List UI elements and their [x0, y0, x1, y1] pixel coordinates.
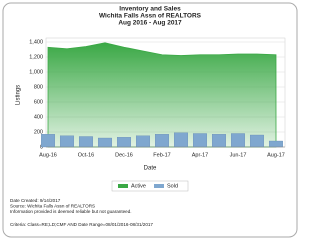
- bar: [60, 135, 74, 148]
- footer-note: Criteria: Class=RE;LD;CMF AND Date Range…: [10, 222, 153, 227]
- bar: [98, 137, 112, 148]
- y-tick-label: 1,000: [29, 69, 43, 75]
- bar: [250, 134, 264, 148]
- x-tick-label: Oct-16: [78, 152, 95, 158]
- y-tick-label: 1,400: [29, 39, 43, 45]
- legend-box: [111, 180, 189, 192]
- bar: [117, 137, 131, 148]
- legend-label: Active: [131, 183, 146, 189]
- bar: [231, 133, 245, 148]
- x-tick-label: Apr-17: [192, 152, 209, 158]
- x-tick-label: Dec-16: [115, 152, 133, 158]
- bar: [79, 136, 93, 148]
- footer-note: Date Created: 9/14/2017: [10, 198, 61, 203]
- bar: [155, 134, 169, 148]
- legend-label: Sold: [167, 183, 178, 189]
- x-axis-label: Date: [144, 166, 157, 172]
- area: [47, 42, 277, 148]
- chart-title: Inventory and Sales: [119, 6, 181, 13]
- chart-period: Aug 2016 - Aug 2017: [118, 20, 182, 27]
- bar: [212, 134, 226, 148]
- footer-note: Information provided is deemed reliable …: [10, 209, 132, 214]
- y-tick-label: 0: [40, 144, 43, 150]
- legend-swatch: [154, 184, 164, 188]
- bar: [174, 132, 188, 148]
- footer-note: Source: Wichita Falls Assn of REALTORS: [10, 204, 95, 209]
- bar: [269, 140, 283, 148]
- y-tick-label: 600: [34, 99, 43, 105]
- chart-subtitle: Wichita Falls Assn of REALTORS: [99, 13, 202, 20]
- bar: [136, 135, 150, 148]
- x-tick-label: Jun-17: [230, 152, 247, 158]
- x-tick-label: Feb-17: [153, 152, 170, 158]
- chart: Inventory and Sales Wichita Falls Assn o…: [2, 2, 298, 238]
- y-tick-label: 1,200: [29, 54, 43, 60]
- bar: [193, 133, 207, 148]
- y-tick-label: 800: [34, 84, 43, 90]
- legend: Active Sold: [111, 180, 189, 192]
- legend-swatch: [118, 184, 128, 188]
- x-tick-label: Aug-16: [39, 152, 57, 158]
- y-tick-label: 400: [34, 114, 43, 120]
- y-axis-label: Listings: [16, 85, 22, 105]
- x-tick-label: Aug-17: [267, 152, 285, 158]
- y-tick-label: 200: [34, 129, 43, 135]
- page: {"chart_data": {"type": "bar", "title": …: [2, 2, 298, 238]
- bar: [41, 134, 55, 148]
